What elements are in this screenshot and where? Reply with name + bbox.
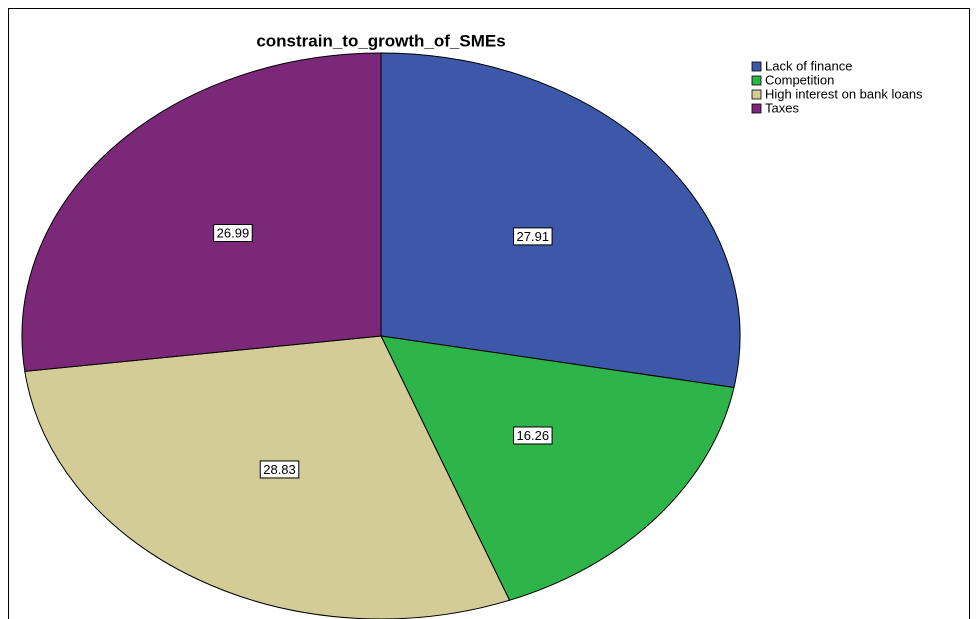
legend-label: Lack of finance: [765, 58, 852, 73]
legend-swatch: [751, 89, 762, 100]
legend-swatch: [751, 103, 762, 114]
pie-slice: [21, 52, 382, 372]
data-label-group: 27.91: [513, 227, 553, 246]
pie-slice: [380, 335, 735, 601]
data-label-box: [513, 227, 553, 246]
data-label-box: [213, 223, 253, 242]
frame: [8, 8, 970, 619]
data-label-box: [259, 460, 300, 479]
data-label: 28.83: [263, 462, 296, 477]
data-label-group: 26.99: [213, 223, 253, 242]
data-label: 16.26: [517, 428, 550, 443]
data-label-group: 16.26: [513, 426, 553, 445]
data-label-box: [513, 426, 553, 445]
legend-label: High interest on bank loans: [765, 86, 923, 101]
chart-title: constrain_to_growth_of_SMEs: [256, 31, 505, 50]
legend-swatch: [751, 61, 762, 72]
legend-label: Competition: [765, 72, 834, 87]
data-label-group: 28.83: [259, 460, 300, 479]
legend-swatch: [751, 75, 762, 86]
pie-slice: [380, 52, 741, 389]
data-label: 26.99: [217, 225, 250, 240]
legend-label: Taxes: [765, 100, 799, 115]
data-label: 27.91: [517, 229, 550, 244]
